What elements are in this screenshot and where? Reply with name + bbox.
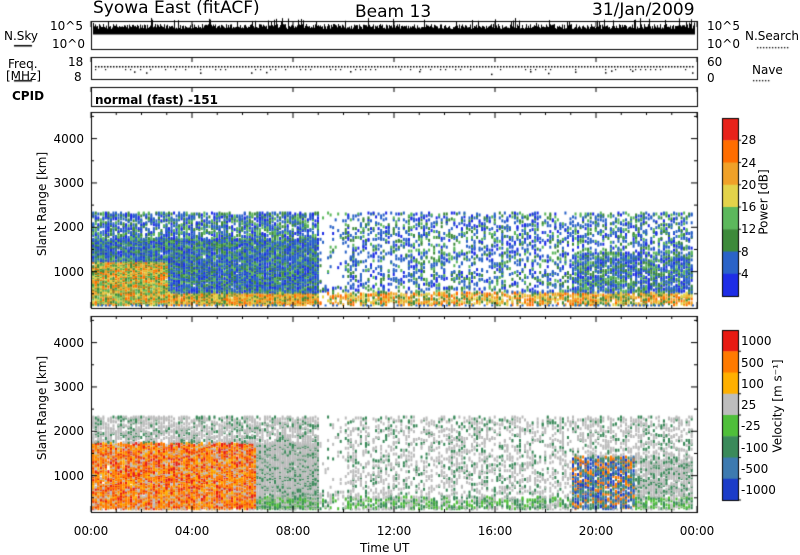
cbar-0-tick-3: 16 <box>741 200 757 214</box>
cbar-0-tick-2: 20 <box>741 177 757 192</box>
station-title: Syowa East (fitACF) <box>93 0 260 18</box>
ytick-1-1: 2000 <box>53 424 84 439</box>
ytick-0-1: 2000 <box>53 220 84 235</box>
xtick-6: 00:00 <box>679 524 715 538</box>
nave-tick-top: 60 <box>707 55 723 69</box>
nave-label: Nave <box>752 63 783 77</box>
ytick-0-0: 1000 <box>53 264 84 279</box>
nsearch-tick-bottom: 10^0 <box>707 37 740 51</box>
ytick-1-0: 1000 <box>53 468 84 483</box>
freq-label: Freq. <box>8 57 38 71</box>
cbar-1-tick-2: 100 <box>741 376 764 391</box>
nsky-label: N.Sky <box>4 29 39 43</box>
cbar-0-tick-5: 8 <box>741 244 749 259</box>
ytick-0-3: 4000 <box>53 131 84 146</box>
xtick-4: 16:00 <box>477 524 513 538</box>
freq-tick-bottom: 8 <box>74 70 82 84</box>
nave-tick-bottom: 0 <box>707 71 715 85</box>
cbar-1-tick-4: -25 <box>741 419 761 434</box>
cpid-label: CPID <box>12 89 45 103</box>
freq-unit-label: [MHz] <box>6 69 42 83</box>
power-colorbar-label: Power [dB] <box>756 169 771 235</box>
nsearch-tick-top: 10^5 <box>707 19 740 33</box>
beam-label: Beam 13 <box>355 2 432 22</box>
cbar-0-tick-4: 12 <box>741 222 757 237</box>
date-label: 31/Jan/2009 <box>592 0 695 20</box>
nsky-tick-bottom: 10^0 <box>52 37 85 51</box>
xtick-5: 20:00 <box>578 524 614 538</box>
cbar-0-tick-1: 24 <box>741 155 757 170</box>
xtick-1: 04:00 <box>174 524 210 538</box>
cbar-0-tick-6: 4 <box>741 266 749 281</box>
ytick-1-2: 3000 <box>53 379 84 394</box>
cbar-1-tick-1: 500 <box>741 355 764 370</box>
nsearch-label: N.Search <box>745 29 800 43</box>
xaxis-title: Time UT <box>360 541 410 555</box>
ytick-1-3: 4000 <box>53 335 84 350</box>
ytick-0-2: 3000 <box>53 175 84 190</box>
xtick-2: 08:00 <box>275 524 311 538</box>
cbar-1-tick-5: -100 <box>741 440 769 455</box>
velocity-colorbar-label: Velocity [m s⁻¹] <box>770 359 785 453</box>
cbar-1-tick-0: 1000 <box>741 334 772 349</box>
xtick-3: 12:00 <box>376 524 412 538</box>
nsky-tick-top: 10^5 <box>50 19 83 33</box>
freq-tick-top: 18 <box>68 55 84 69</box>
cpid-text: normal (fast) -151 <box>95 93 218 107</box>
cbar-1-tick-7: -1000 <box>741 483 776 497</box>
power-ylabel: Slant Range [km] <box>35 151 50 257</box>
xtick-0: 00:00 <box>73 524 109 538</box>
cbar-1-tick-6: -500 <box>741 461 769 476</box>
cbar-0-tick-0: 28 <box>741 133 757 148</box>
cbar-1-tick-3: 25 <box>741 398 757 412</box>
velocity-ylabel: Slant Range [km] <box>35 355 50 461</box>
